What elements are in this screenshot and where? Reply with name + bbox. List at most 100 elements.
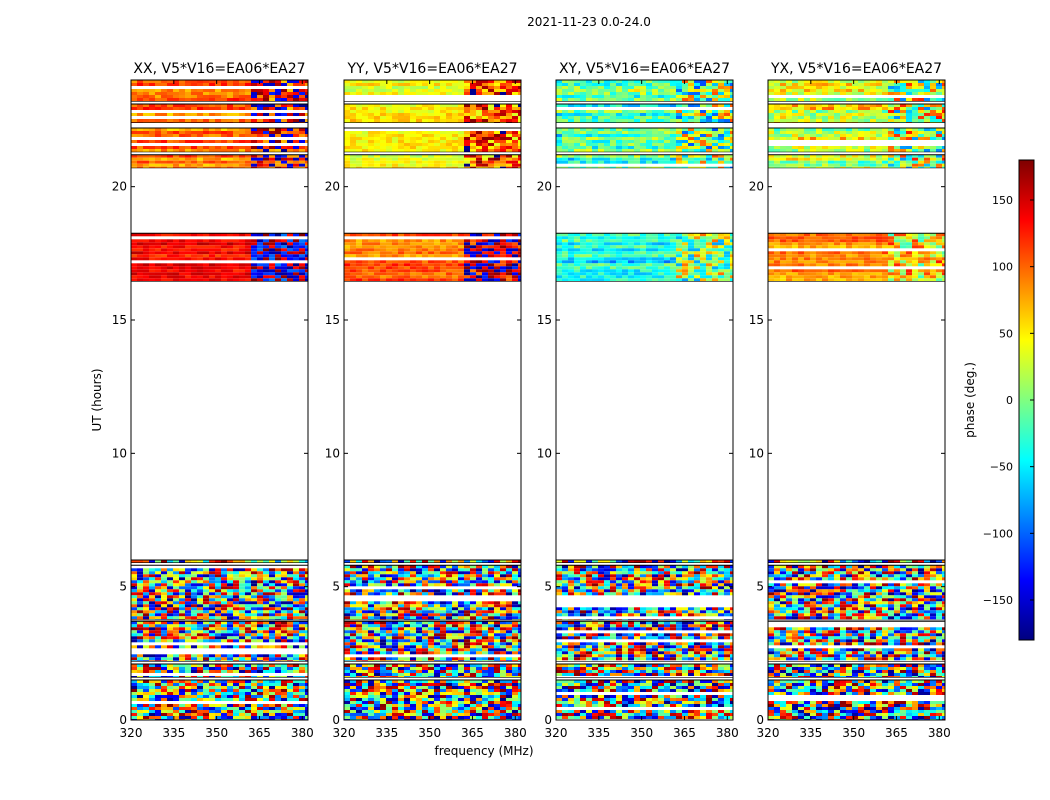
heat-cell bbox=[386, 157, 392, 161]
heat-cell bbox=[137, 686, 143, 689]
heat-cell bbox=[203, 604, 209, 608]
heat-cell bbox=[131, 577, 137, 581]
heat-cell bbox=[380, 278, 386, 282]
heat-cell bbox=[227, 157, 233, 161]
heat-cell bbox=[275, 704, 281, 707]
heat-cell bbox=[221, 633, 227, 637]
heat-cell bbox=[356, 580, 362, 584]
heat-cell bbox=[245, 624, 251, 628]
heat-cell bbox=[305, 589, 308, 593]
heat-cell bbox=[458, 619, 464, 620]
heat-cell bbox=[362, 248, 368, 252]
heat-cell bbox=[185, 610, 191, 614]
heat-cell bbox=[263, 83, 269, 86]
heat-cell bbox=[404, 667, 410, 670]
heat-cell bbox=[191, 157, 197, 161]
heat-cell bbox=[197, 263, 203, 267]
heat-cell bbox=[446, 604, 452, 608]
heat-cell bbox=[356, 619, 362, 620]
heat-cell bbox=[380, 613, 386, 617]
heat-cell bbox=[269, 627, 275, 631]
heat-cell bbox=[263, 160, 269, 164]
heat-cell bbox=[305, 140, 308, 143]
heat-cell bbox=[470, 683, 476, 686]
heat-cell bbox=[446, 616, 452, 620]
heat-cell bbox=[512, 713, 518, 716]
heat-cell bbox=[356, 648, 362, 652]
heat-cell bbox=[209, 160, 215, 164]
heat-cell bbox=[470, 692, 476, 695]
heat-cell bbox=[215, 122, 221, 123]
heat-cell bbox=[275, 657, 281, 661]
heat-cell bbox=[344, 686, 350, 689]
heat-cell bbox=[434, 560, 440, 563]
heat-cell bbox=[173, 692, 179, 695]
heat-cell bbox=[470, 639, 476, 643]
heat-cell bbox=[203, 131, 209, 134]
heat-cell bbox=[275, 707, 281, 710]
heat-cell bbox=[281, 146, 287, 149]
heat-cell bbox=[221, 157, 227, 161]
heat-cell bbox=[233, 128, 239, 131]
heat-cell bbox=[518, 233, 521, 237]
heat-cell bbox=[227, 568, 233, 572]
heat-cell bbox=[392, 670, 398, 673]
heat-cell bbox=[287, 698, 293, 701]
heat-cell bbox=[215, 624, 221, 628]
heat-cell bbox=[374, 583, 380, 587]
heat-cell bbox=[185, 583, 191, 587]
heat-cell bbox=[203, 128, 209, 131]
heat-cell bbox=[518, 272, 521, 276]
heat-cell bbox=[143, 571, 149, 575]
heat-cell bbox=[344, 680, 350, 683]
heat-cell bbox=[137, 630, 143, 634]
heat-cell bbox=[350, 266, 356, 270]
heat-cell bbox=[374, 275, 380, 279]
heat-cell bbox=[155, 583, 161, 587]
heat-cell bbox=[416, 676, 422, 678]
heat-cell bbox=[305, 83, 308, 86]
heat-cell bbox=[410, 642, 416, 646]
heat-cell bbox=[380, 607, 386, 611]
heat-cell bbox=[380, 670, 386, 673]
heat-cell bbox=[233, 624, 239, 628]
heat-cell bbox=[374, 272, 380, 276]
heat-cell bbox=[281, 664, 287, 667]
heat-cell bbox=[374, 248, 380, 252]
heat-cell bbox=[275, 698, 281, 701]
heat-cell bbox=[458, 104, 464, 107]
heat-cell bbox=[398, 160, 404, 164]
heat-cell bbox=[380, 577, 386, 581]
heat-cell bbox=[404, 137, 410, 140]
heat-cell bbox=[173, 645, 179, 649]
heat-cell bbox=[149, 263, 155, 267]
heat-cell bbox=[161, 233, 167, 237]
heat-cell bbox=[155, 667, 161, 670]
heat-cell bbox=[344, 695, 350, 698]
heat-cell bbox=[275, 604, 281, 608]
heat-cell bbox=[281, 266, 287, 270]
heat-cell bbox=[374, 110, 380, 113]
heat-cell bbox=[434, 627, 440, 631]
heat-cell bbox=[506, 695, 512, 698]
heat-cell bbox=[215, 707, 221, 710]
heat-cell bbox=[398, 624, 404, 628]
heat-cell bbox=[221, 595, 227, 599]
heat-cell bbox=[221, 128, 227, 131]
heat-cell bbox=[221, 636, 227, 640]
heat-cell bbox=[239, 160, 245, 164]
heat-cell bbox=[482, 565, 488, 569]
heat-cell bbox=[416, 571, 422, 575]
heat-cell bbox=[287, 245, 293, 249]
heat-cell bbox=[227, 610, 233, 614]
heat-cell bbox=[464, 266, 470, 270]
heat-cell bbox=[410, 701, 416, 704]
heat-cell bbox=[299, 92, 305, 95]
heat-cell bbox=[281, 704, 287, 707]
heat-cell bbox=[191, 607, 197, 611]
heat-cell bbox=[191, 272, 197, 276]
heat-cell bbox=[500, 664, 506, 667]
heat-cell bbox=[197, 107, 203, 110]
heat-cell bbox=[434, 278, 440, 282]
heat-cell bbox=[281, 676, 287, 678]
